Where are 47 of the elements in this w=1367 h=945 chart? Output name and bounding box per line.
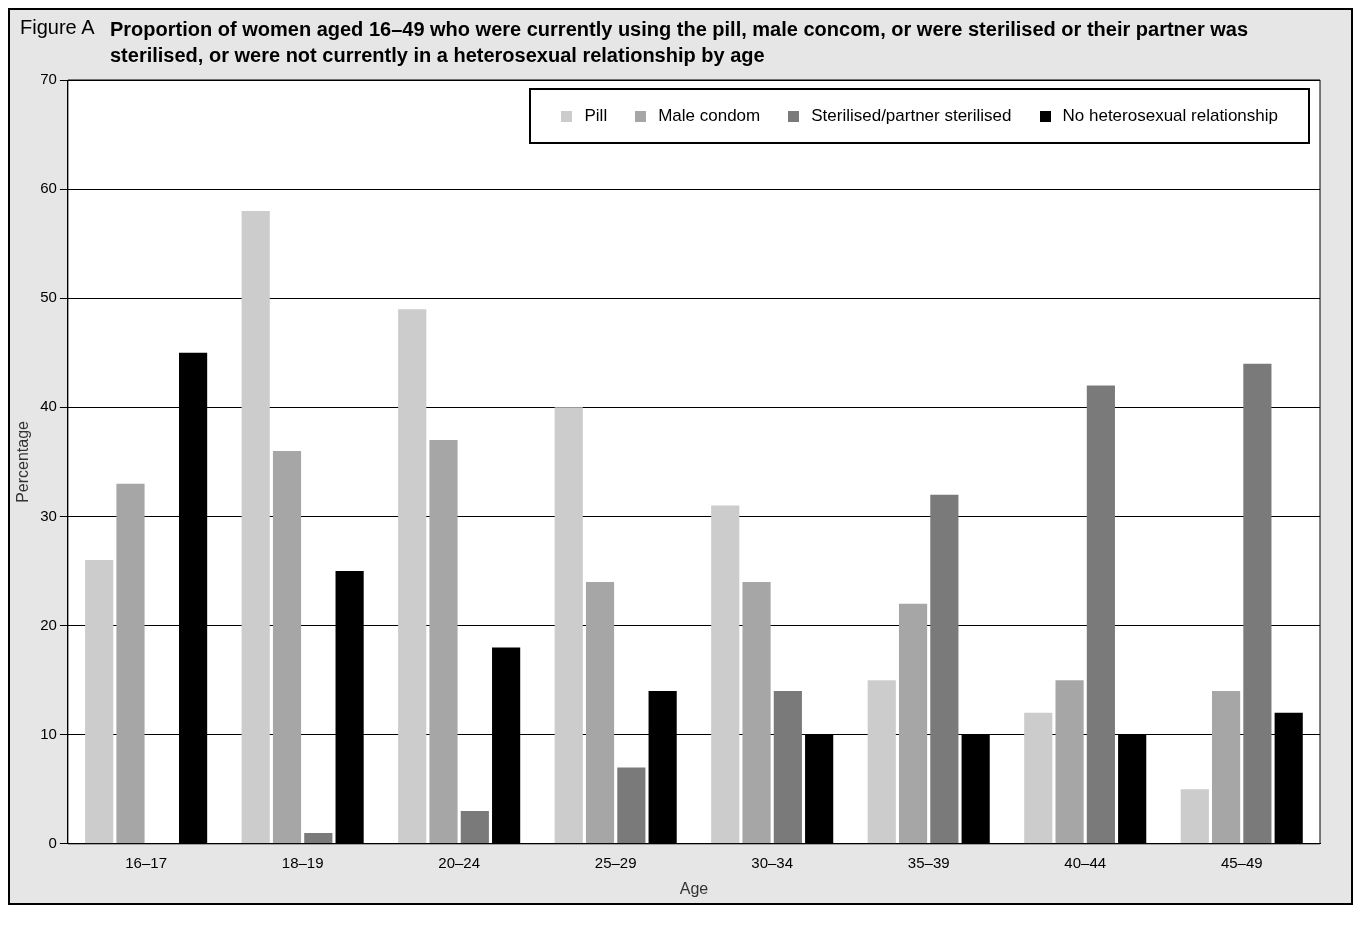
legend-label: Male condom [658, 106, 761, 126]
legend-label: No heterosexual relationship [1062, 106, 1278, 126]
bar [272, 450, 302, 844]
bar [773, 691, 802, 844]
bar [898, 603, 928, 844]
text: Figure A [20, 16, 96, 39]
x-tick-label: 30–34 [751, 853, 794, 871]
legend-label: Pill [584, 106, 608, 126]
x-tick-label: 35–39 [907, 853, 950, 871]
bar [429, 440, 458, 844]
bar [304, 832, 333, 844]
y-tick-label: 10 [40, 724, 57, 742]
bar [460, 811, 489, 844]
bar [1086, 385, 1115, 844]
y-tick-label: 40 [40, 397, 57, 415]
bar [554, 407, 583, 844]
bar [1024, 712, 1053, 844]
y-tick-label: 0 [48, 833, 57, 851]
chart-title: Proportion of women aged 16–49 who were currently using the pill, male concom, or were sterilised or their partner was sterilised, or were not currently in a heterosexual relationship by age [110, 17, 1250, 68]
x-tick-label: 20–24 [438, 853, 481, 871]
legend-label: Sterilised/partner sterilised [811, 106, 1012, 126]
bar [711, 505, 740, 844]
bar [617, 767, 646, 844]
y-tick-label: 50 [40, 288, 57, 306]
y-tick-label: 60 [40, 179, 57, 197]
y-tick-label: 20 [40, 615, 57, 633]
bar [585, 581, 615, 844]
bar [930, 494, 959, 844]
bar [1055, 680, 1084, 844]
bar [398, 309, 427, 844]
bar [1243, 363, 1272, 844]
y-tick-label: 70 [40, 70, 57, 88]
bar [867, 680, 896, 844]
y-axis-title: Percentage [14, 420, 32, 503]
x-axis-title: Age [679, 879, 709, 897]
y-tick-label: 30 [40, 506, 57, 524]
x-tick-label: 16–17 [125, 853, 167, 871]
bar [116, 483, 145, 844]
bar [742, 581, 771, 844]
bar [1212, 691, 1241, 844]
x-tick-label: 25–29 [594, 853, 637, 871]
bar [85, 560, 114, 844]
bar [241, 210, 270, 844]
x-tick-label: 18–19 [281, 853, 324, 871]
x-tick-label: 45–49 [1220, 853, 1263, 871]
x-tick-label: 40–44 [1064, 853, 1107, 871]
bar [1180, 789, 1209, 844]
